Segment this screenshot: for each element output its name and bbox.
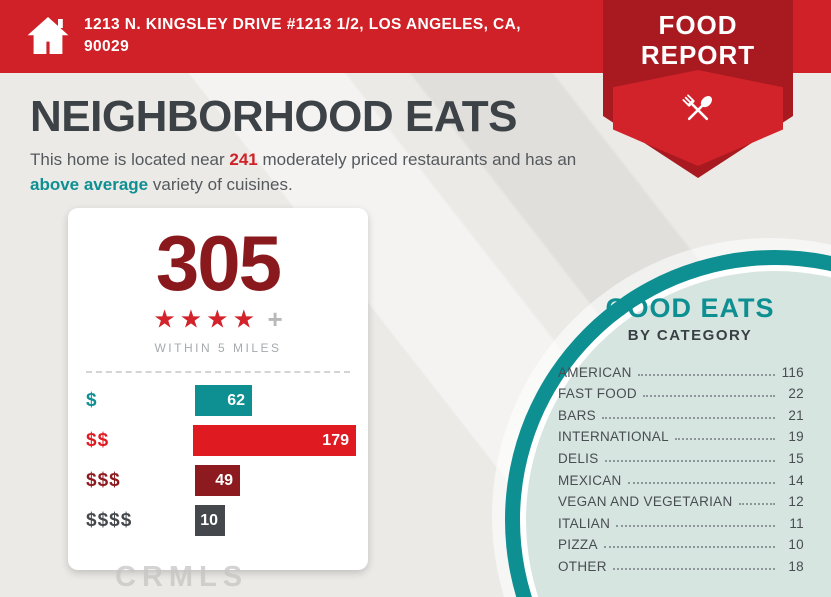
category-label: ITALIAN: [558, 515, 611, 531]
dotted-leader: [601, 416, 775, 419]
crmls-watermark: CRMLS: [115, 561, 249, 593]
category-row: ITALIAN 11: [558, 509, 804, 531]
category-label: AMERICAN: [558, 364, 632, 380]
price-bar-row: $$$ 49: [86, 465, 356, 496]
category-label: INTERNATIONAL: [558, 429, 669, 445]
price-bar: 179: [193, 425, 356, 456]
category-label: PIZZA: [558, 537, 598, 553]
price-bar-value: 62: [227, 391, 245, 409]
category-count: 116: [781, 364, 804, 380]
intro-post: variety of cuisines.: [148, 174, 293, 194]
category-row: MEXICAN 14: [558, 466, 804, 488]
dashed-divider: [86, 371, 350, 373]
page-title: NEIGHBORHOOD EATS: [30, 92, 517, 141]
price-bar-value: 179: [322, 431, 349, 449]
price-tier-label: $$: [86, 429, 110, 451]
price-bar: 49: [195, 465, 240, 496]
dotted-leader: [604, 459, 775, 462]
crossed-utensils-icon: [676, 88, 720, 132]
category-count: 19: [788, 429, 804, 445]
intro-paragraph: This home is located near 241 moderately…: [30, 148, 590, 197]
category-row: AMERICAN 116: [558, 358, 804, 380]
category-row: PIZZA 10: [558, 531, 804, 553]
dotted-leader: [603, 545, 775, 549]
price-bar-row: $$ 179: [86, 425, 356, 456]
category-count: 10: [788, 537, 804, 553]
intro-mid: moderately priced restaurants and has an: [257, 150, 577, 169]
category-row: VEGAN AND VEGETARIAN 12: [558, 488, 804, 510]
category-label: MEXICAN: [558, 472, 622, 488]
category-row: OTHER 18: [558, 552, 804, 574]
dotted-leader: [642, 394, 775, 398]
category-count: 18: [788, 558, 804, 574]
address-line-1: 1213 N. KINGSLEY DRIVE #1213 1/2, LOS AN…: [84, 16, 521, 33]
restaurant-count: 241: [229, 150, 258, 169]
food-report-badge: FOOD REPORT: [603, 0, 793, 178]
category-list: AMERICAN 116 FAST FOOD 22 BARS 21 INTERNATI…: [558, 358, 804, 574]
dotted-leader: [674, 437, 775, 441]
category-count: 14: [788, 472, 804, 488]
price-bar-row: $ 62: [86, 385, 356, 416]
category-count: 21: [788, 407, 804, 423]
good-eats-title: GOOD EATS: [605, 293, 775, 323]
star-rating-icon: ★★★★: [153, 305, 259, 334]
category-label: VEGAN AND VEGETARIAN: [558, 494, 733, 510]
dotted-leader: [637, 373, 775, 376]
badge-title-line1: FOOD: [658, 10, 738, 40]
property-address: 1213 N. KINGSLEY DRIVE #1213 1/2, LOS AN…: [84, 14, 521, 59]
dotted-leader: [612, 567, 775, 570]
price-bar-row: $$$$ 10: [86, 505, 356, 536]
category-count: 12: [788, 494, 804, 510]
badge-title: FOOD REPORT: [603, 10, 793, 70]
address-line-2: 90029: [84, 38, 130, 56]
radius-label: WITHIN 5 MILES: [154, 341, 282, 355]
restaurant-summary-card: 305 ★★★★ + WITHIN 5 MILES $ 62 $$ 179 $$…: [68, 208, 368, 570]
category-row: INTERNATIONAL 19: [558, 423, 804, 445]
price-bar: 62: [195, 385, 252, 416]
category-label: DELIS: [558, 450, 599, 466]
dotted-leader: [616, 524, 775, 527]
category-count: 15: [788, 450, 804, 466]
home-icon: [24, 12, 72, 60]
dotted-leader: [738, 502, 775, 506]
category-label: FAST FOOD: [558, 386, 637, 402]
category-row: FAST FOOD 22: [558, 380, 804, 402]
price-tier-label: $$$: [86, 469, 121, 491]
plus-icon: +: [267, 304, 283, 334]
price-tier-label: $: [86, 389, 98, 411]
intro-pre: This home is located near: [30, 150, 230, 169]
category-row: BARS 21: [558, 401, 804, 423]
variety-highlight: above average: [30, 174, 149, 194]
category-row: DELIS 15: [558, 444, 804, 466]
price-bar-value: 10: [200, 511, 218, 529]
total-restaurant-count: 305: [155, 219, 282, 307]
rating-row: ★★★★ +: [68, 304, 368, 335]
price-bar: 10: [195, 505, 225, 536]
good-eats-subtitle: BY CATEGORY: [627, 327, 753, 344]
price-tier-label: $$$$: [86, 509, 133, 531]
price-bar-value: 49: [215, 471, 233, 489]
category-count: 11: [789, 515, 804, 531]
good-eats-header: GOOD EATS BY CATEGORY: [560, 293, 820, 344]
category-label: BARS: [558, 407, 596, 423]
category-count: 22: [788, 386, 804, 402]
category-label: OTHER: [558, 558, 607, 574]
badge-title-line2: REPORT: [640, 40, 756, 70]
dotted-leader: [627, 481, 775, 484]
